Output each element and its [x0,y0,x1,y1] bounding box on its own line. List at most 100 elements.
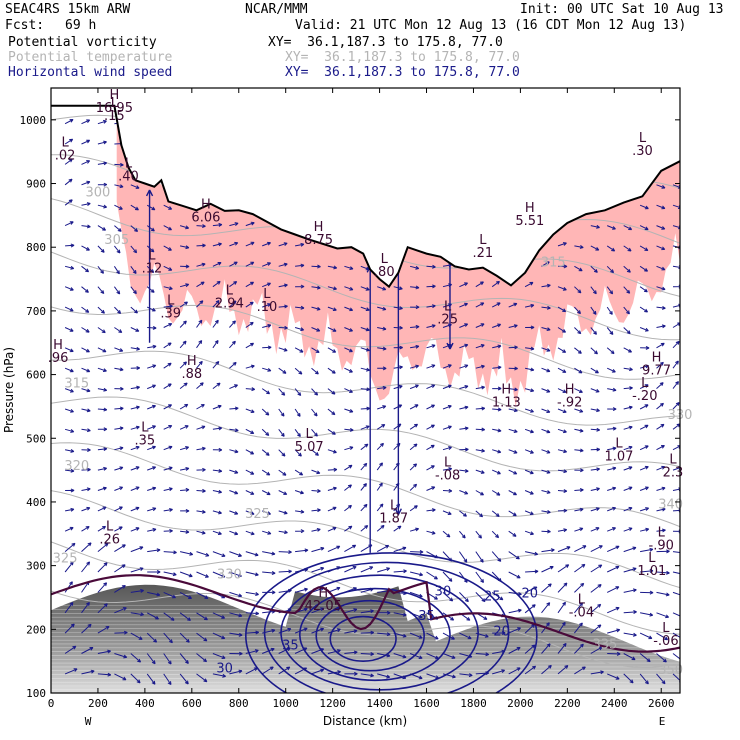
wind-vector [97,506,107,512]
wind-vector [442,425,452,430]
wind-vector [163,323,173,328]
wind-vector [311,428,318,437]
wind-vector [311,528,321,532]
wind-vector [262,324,272,328]
wind-vector [65,468,75,473]
wind-vector [278,530,288,535]
wind-vector [508,627,521,634]
wind-vector [97,542,109,552]
wind-vector [656,245,666,251]
wind-vector [262,647,275,654]
wind-vector [426,264,436,269]
x-endpoint-east: E [659,715,666,728]
wind-vector [147,569,161,574]
pv-extremum-value: .80 [374,265,395,280]
wind-vector [245,301,254,308]
wind-vector [590,286,597,295]
wind-vector [590,584,602,593]
pv-extremum-value: 1.01 [637,564,666,579]
y-tick-label: 400 [26,496,46,509]
wind-vector [261,408,270,416]
x-tick-label: 0 [48,697,55,710]
wind-vector [640,547,654,553]
wind-vector [180,508,190,513]
wind-speed-contour [315,599,425,672]
wind-vector [623,506,633,512]
wind-vector [327,566,341,573]
wind-vector [409,423,419,430]
wind-vector [541,602,551,614]
wind-vector [262,570,276,575]
wind-vector [97,486,107,491]
wind-vector [459,405,469,410]
wind-vector [508,324,518,328]
wind-vector [524,449,534,454]
wind-vector [639,424,649,430]
wind-vector [245,241,255,247]
wind-vector [574,602,584,614]
wind-vector [245,469,255,475]
wind-vector [180,467,190,471]
wind-vector [344,265,354,270]
wind-vector [640,345,650,350]
wind-vector [179,225,190,230]
wind-vector [245,281,255,288]
wind-vector [524,665,537,675]
wind-vector [656,361,664,369]
wind-vector [360,587,374,593]
wind-vector [541,566,554,573]
wind-vector [278,242,288,247]
wind-vector [81,367,91,373]
pv-extremum-value: .21 [473,246,494,261]
wind-vector [574,327,582,335]
wind-vector [64,158,73,165]
wind-vector [442,653,456,659]
wind-vector [64,327,74,332]
wind-vector [245,387,256,392]
wind-vector [377,673,391,679]
wind-vector [606,367,616,373]
y-tick-label: 700 [26,305,46,318]
wind-contour-label: 35 [282,639,299,654]
x-tick-label: 800 [229,697,249,710]
wind-vector [492,469,501,475]
wind-vector [327,607,341,614]
wind-vector [114,162,124,167]
wind-vector [311,508,321,513]
wind-vector [426,364,436,369]
wind-vector [393,525,402,532]
wind-vector [262,241,271,247]
wind-vector [672,612,680,617]
wind-vector [607,225,616,230]
wind-vector [459,592,469,603]
wind-vector [590,447,601,452]
wind-vector [64,265,75,270]
wind-vector [97,182,108,187]
wind-vector [525,569,539,574]
wind-vector [360,286,370,291]
wind-vector [607,426,617,431]
wind-vector [229,384,238,390]
wind-vector [475,385,485,390]
wind-vector [64,199,73,206]
wind-speed-contours [245,552,538,693]
pv-extremum-letter: L [167,293,175,308]
wind-vector [245,364,255,369]
wind-vector [524,367,535,372]
wind-vector [146,265,155,274]
wind-vector [409,364,420,369]
wind-vector [97,140,107,145]
wind-vector [344,544,357,553]
wind-vector [541,408,551,413]
wind-vector [574,265,583,272]
wind-vector [278,388,286,396]
wind-vector [475,671,490,676]
wind-vector [147,527,157,532]
wind-vector [245,591,259,596]
wind-vector [459,343,469,349]
y-tick-label: 200 [26,623,46,636]
wind-vector [524,530,534,536]
wind-vector [606,347,615,355]
wind-vector [229,571,242,578]
wind-vector [574,582,585,593]
